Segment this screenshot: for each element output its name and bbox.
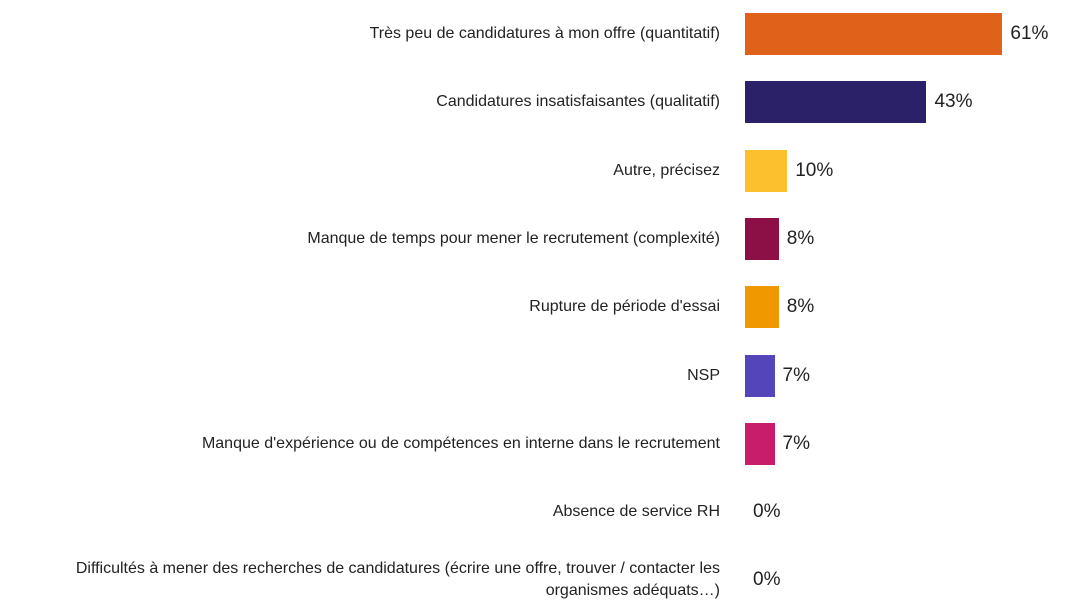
value-label: 43% — [934, 91, 973, 113]
value-label: 8% — [786, 296, 815, 318]
bar — [745, 422, 775, 465]
bar-row: Absence de service RH 0% — [0, 478, 1081, 546]
bar-row: Candidatures insatisfaisantes (qualitati… — [0, 68, 1081, 136]
category-label: Absence de service RH — [552, 503, 720, 521]
category-label: Autre, précisez — [613, 161, 720, 179]
bar-row: Manque de temps pour mener le recrutemen… — [0, 205, 1081, 273]
bar-row: Manque d'expérience ou de compétences en… — [0, 410, 1081, 478]
bar-row: NSP 7% — [0, 342, 1081, 410]
bar — [745, 354, 775, 397]
category-label: Manque de temps pour mener le recrutemen… — [307, 229, 720, 247]
bar — [745, 149, 788, 192]
bar — [745, 286, 779, 329]
bar — [745, 217, 779, 260]
category-label: Manque d'expérience ou de compétences en… — [201, 434, 720, 452]
value-label: 61% — [1010, 23, 1049, 44]
value-label: 7% — [782, 364, 810, 386]
category-label: NSP — [687, 366, 720, 384]
value-label: 10% — [795, 159, 834, 181]
bar-row: Très peu de candidatures à mon offre (qu… — [0, 0, 1081, 68]
value-label: 0% — [753, 569, 781, 591]
category-label: Difficultés à mener des recherches de ca… — [75, 560, 720, 600]
bar-row: Autre, précisez 10% — [0, 137, 1081, 205]
bar — [745, 81, 927, 124]
value-label: 8% — [786, 227, 815, 249]
bar — [745, 13, 1003, 55]
category-label: Rupture de période d'essai — [529, 298, 720, 316]
value-label: 0% — [753, 501, 781, 523]
bar-row: Difficultés à mener des recherches de ca… — [0, 546, 1081, 614]
page: Très peu de candidatures à mon offre (qu… — [0, 0, 1081, 600]
value-label: 7% — [782, 432, 810, 454]
category-label: Candidatures insatisfaisantes (qualitati… — [436, 93, 720, 111]
category-label: Très peu de candidatures à mon offre (qu… — [369, 25, 720, 42]
bar-row: Rupture de période d'essai 8% — [0, 273, 1081, 341]
